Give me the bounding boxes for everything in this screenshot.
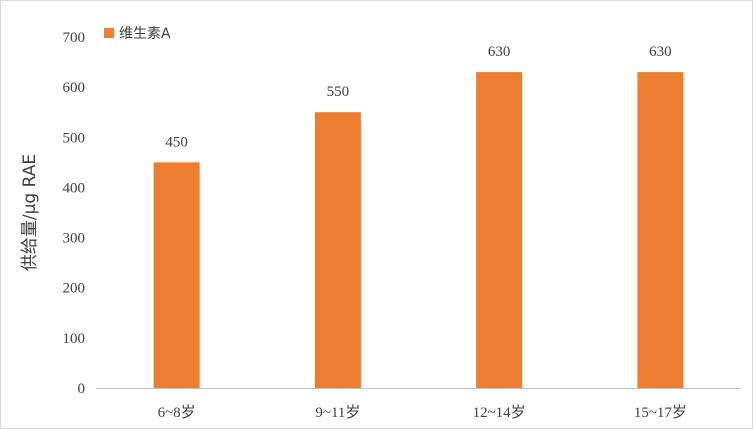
data-labels: 450 550 630 630 (165, 44, 671, 150)
x-tick-label: 9~11岁 (315, 404, 360, 421)
y-tick-label: 500 (63, 130, 86, 146)
bar (314, 112, 361, 388)
x-axis-ticks: 6~8岁 9~11岁 12~14岁 15~17岁 (158, 404, 687, 421)
legend: 维生素A (104, 26, 171, 42)
bar-value-label: 630 (649, 44, 672, 60)
bar (153, 162, 200, 388)
legend-swatch (104, 28, 114, 38)
bar-value-label: 630 (488, 44, 511, 60)
y-tick-label: 600 (63, 80, 86, 96)
y-tick-label: 700 (63, 30, 86, 46)
y-axis-label: 供给量/μg RAE (20, 154, 40, 271)
y-tick-label: 200 (63, 281, 86, 297)
x-tick-label: 12~14岁 (473, 404, 526, 421)
bar-value-label: 450 (165, 134, 188, 150)
bar (637, 72, 684, 388)
bars (153, 72, 684, 388)
bar (476, 72, 523, 388)
y-tick-label: 100 (63, 331, 86, 347)
x-tick-label: 6~8岁 (158, 404, 196, 421)
y-tick-label: 0 (78, 381, 86, 397)
y-tick-label: 400 (63, 180, 86, 196)
x-tick-label: 15~17岁 (634, 404, 687, 421)
bar-value-label: 550 (327, 84, 350, 100)
y-tick-label: 300 (63, 231, 86, 247)
legend-label: 维生素A (119, 26, 171, 42)
y-axis-ticks: 0 100 200 300 400 500 600 700 (63, 30, 86, 397)
